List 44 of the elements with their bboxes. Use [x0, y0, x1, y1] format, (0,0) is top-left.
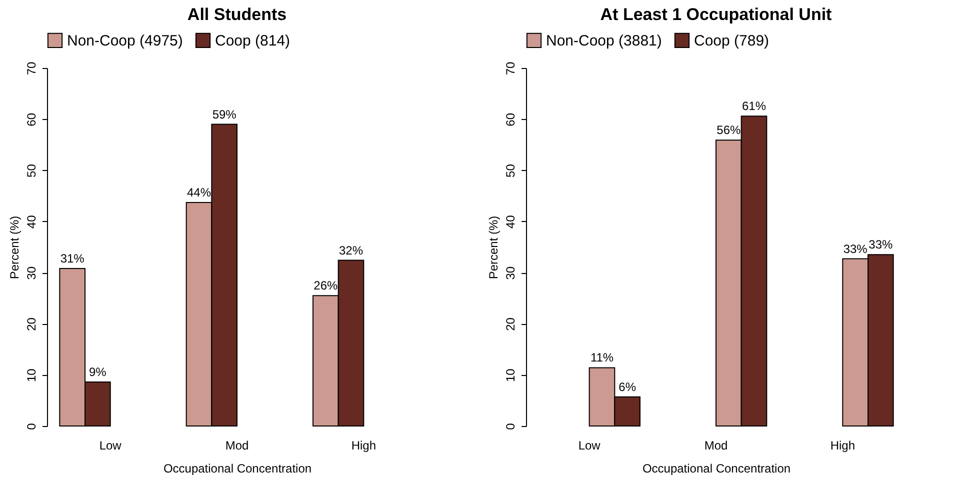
data-label: 26% [314, 278, 338, 293]
y-tick-label: 40 [504, 214, 518, 229]
y-tick-label: 60 [504, 112, 518, 126]
data-label: 6% [618, 380, 636, 394]
chart-title: All Students [187, 5, 287, 24]
data-label: 33% [843, 242, 868, 256]
data-label: 61% [742, 99, 766, 114]
legend-label: Coop (814) [215, 32, 290, 50]
x-tick-label: Low [578, 438, 601, 452]
y-tick-label: 0 [504, 422, 518, 430]
y-tick-label: 40 [24, 214, 38, 229]
x-tick-label: Low [99, 438, 122, 452]
data-label: 9% [88, 365, 107, 380]
x-tick-label: Mod [704, 438, 728, 452]
chart-title: At Least 1 Occupational Unit [600, 5, 832, 24]
x-axis-title: Occupational Concentration [163, 462, 312, 476]
y-tick-label: 30 [24, 266, 38, 280]
y-tick-label: 50 [24, 164, 38, 178]
data-label: 56% [716, 123, 741, 138]
y-tick-label: 50 [504, 164, 518, 178]
x-tick-label: High [351, 438, 376, 452]
data-label: 59% [212, 107, 237, 122]
y-tick-label: 70 [504, 62, 518, 76]
data-label: 33% [868, 238, 893, 252]
y-axis-title: Percent (%) [8, 216, 22, 280]
legend-label: Non-Coop (4975) [67, 32, 183, 50]
data-label: 11% [590, 350, 614, 365]
y-tick-label: 10 [504, 368, 518, 382]
y-tick-label: 20 [24, 317, 38, 331]
data-label: 44% [186, 186, 212, 200]
x-tick-label: Mod [225, 438, 249, 452]
y-tick-label: 20 [504, 317, 518, 331]
y-tick-label: 70 [24, 62, 38, 76]
x-tick-label: High [830, 438, 856, 452]
y-tick-label: 10 [24, 368, 38, 382]
data-label: 32% [338, 243, 364, 258]
y-axis-title: Percent (%) [486, 216, 500, 280]
y-tick-label: 60 [24, 112, 38, 126]
data-label: 31% [60, 251, 85, 266]
legend-label: Non-Coop (3881) [546, 32, 662, 50]
y-tick-label: 30 [504, 266, 518, 280]
x-axis-title: Occupational Concentration [642, 462, 791, 476]
legend-label: Coop (789) [694, 32, 770, 50]
y-tick-label: 0 [24, 422, 38, 430]
